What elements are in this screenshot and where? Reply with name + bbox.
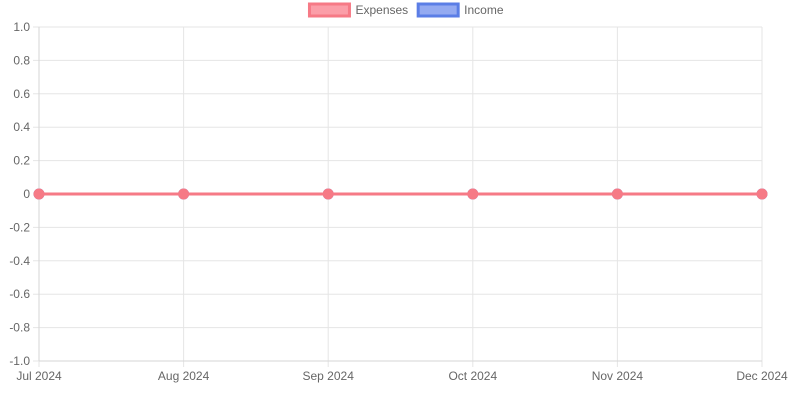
legend-label-expenses: Expenses (355, 3, 408, 17)
y-tick-label: 1.0 (13, 20, 30, 34)
x-tick-label: Jul 2024 (16, 369, 62, 383)
y-tick-label: 0.8 (13, 53, 30, 67)
y-tick-label: -0.8 (9, 321, 30, 335)
x-tick-label: Nov 2024 (592, 369, 644, 383)
legend-item-income[interactable]: Income (416, 2, 504, 18)
y-axis: 1.0 0.8 0.6 0.4 0.2 0 -0.2 -0.4 -0.6 -0.8 -1.0 (9, 20, 40, 368)
y-tick-label: 0.6 (13, 87, 30, 101)
y-tick-label: 0 (23, 187, 30, 201)
legend-swatch-income (416, 2, 460, 18)
data-point-expenses[interactable] (178, 188, 190, 200)
data-point-expenses[interactable] (33, 188, 45, 200)
data-point-expenses[interactable] (611, 188, 623, 200)
x-tick-label: Dec 2024 (736, 369, 788, 383)
series-layer (33, 188, 768, 200)
grid (33, 26, 763, 367)
y-tick-label: -1.0 (9, 354, 30, 368)
x-tick-label: Oct 2024 (448, 369, 497, 383)
y-tick-label: -0.6 (9, 287, 30, 301)
y-tick-label: 0.2 (13, 154, 30, 168)
x-tick-label: Aug 2024 (158, 369, 210, 383)
legend-label-income: Income (464, 3, 504, 17)
y-tick-label: -0.2 (9, 220, 30, 234)
data-point-expenses[interactable] (756, 188, 768, 200)
x-tick-label: Sep 2024 (303, 369, 355, 383)
legend: Expenses Income (307, 2, 504, 18)
y-tick-label: 0.4 (13, 120, 30, 134)
legend-swatch-expenses (307, 2, 351, 18)
x-axis: Jul 2024 Aug 2024 Sep 2024 Oct 2024 Nov 2024… (16, 360, 788, 383)
y-tick-label: -0.4 (9, 254, 30, 268)
data-point-expenses[interactable] (467, 188, 479, 200)
data-point-expenses[interactable] (322, 188, 334, 200)
legend-item-expenses[interactable]: Expenses (307, 2, 408, 18)
